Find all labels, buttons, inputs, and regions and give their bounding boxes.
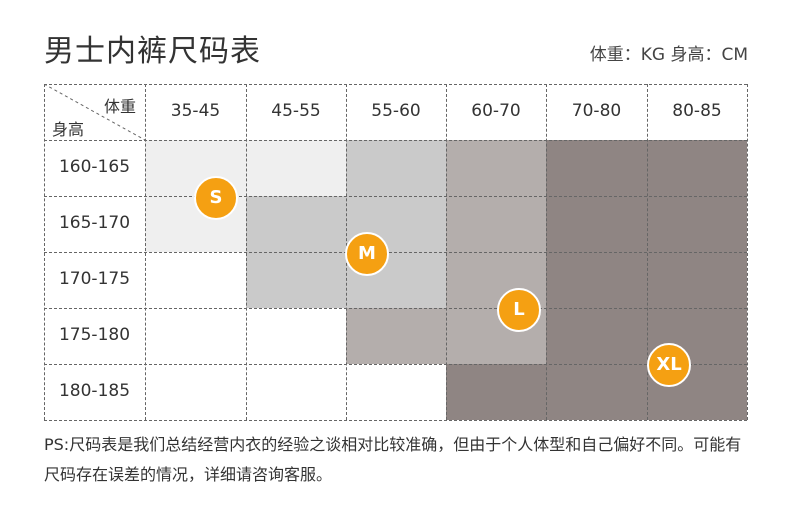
size-cell-m bbox=[246, 252, 346, 308]
size-cell-l bbox=[346, 308, 446, 364]
size-cell-l bbox=[446, 140, 546, 196]
size-cell-m bbox=[346, 140, 446, 196]
size-badge-l: L bbox=[497, 288, 541, 332]
grid-row-line bbox=[44, 420, 747, 421]
height-range-header: 165-170 bbox=[58, 213, 131, 233]
size-badge-xl: XL bbox=[647, 343, 691, 387]
grid-col-line bbox=[246, 84, 247, 420]
grid-col-line bbox=[546, 84, 547, 420]
size-cell-xl bbox=[647, 252, 747, 308]
size-cell-xl bbox=[546, 252, 647, 308]
weight-range-header: 45-55 bbox=[271, 101, 321, 121]
grid-row-line bbox=[44, 252, 747, 253]
height-range-header: 175-180 bbox=[58, 325, 131, 345]
footnote: PS:尺码表是我们总结经营内衣的经验之谈相对比较准确，但由于个人体型和自己偏好不… bbox=[44, 435, 742, 484]
weight-range-header: 35-45 bbox=[170, 101, 221, 121]
size-cell-xl bbox=[546, 364, 647, 420]
weight-range-header: 80-85 bbox=[672, 101, 722, 121]
size-cell-l bbox=[446, 196, 546, 252]
height-range-header: 160-165 bbox=[58, 157, 131, 177]
size-chart-table: 体重 身高 35-45 45-55 55-60 60-70 70-80 80-85 160-… bbox=[44, 84, 748, 421]
weight-range-header: 55-60 bbox=[371, 101, 421, 121]
grid-col-line bbox=[44, 84, 45, 420]
corner-diagonal bbox=[44, 84, 145, 140]
height-range-header: 180-185 bbox=[58, 381, 131, 401]
size-cell-xl bbox=[446, 364, 546, 420]
size-badge-s: S bbox=[194, 176, 238, 220]
weight-range-header: 60-70 bbox=[471, 101, 521, 121]
size-cell-s bbox=[246, 140, 346, 196]
unit-note: 体重：KG 身高：CM bbox=[589, 45, 748, 65]
size-cell-xl bbox=[546, 308, 647, 364]
grid-row-line bbox=[44, 308, 747, 309]
size-cell-xl bbox=[546, 196, 647, 252]
size-cell-m bbox=[246, 196, 346, 252]
grid-col-line bbox=[647, 84, 648, 420]
page-title: 男士内裤尺码表 bbox=[44, 34, 261, 69]
size-badge-m: M bbox=[345, 232, 389, 276]
size-cell-xl bbox=[647, 140, 747, 196]
grid-row-line bbox=[44, 196, 747, 197]
size-cell-xl bbox=[546, 140, 647, 196]
grid-row-line bbox=[44, 140, 747, 141]
grid-col-line bbox=[145, 84, 146, 420]
grid-col-line bbox=[747, 84, 748, 420]
weight-range-header: 70-80 bbox=[571, 101, 622, 121]
weight-header: 体重 bbox=[104, 97, 137, 116]
grid-col-line bbox=[446, 84, 447, 420]
height-range-header: 170-175 bbox=[58, 269, 131, 289]
grid-row-line bbox=[44, 84, 747, 85]
height-header: 身高 bbox=[52, 120, 85, 139]
size-cell-xl bbox=[647, 196, 747, 252]
grid-row-line bbox=[44, 364, 747, 365]
